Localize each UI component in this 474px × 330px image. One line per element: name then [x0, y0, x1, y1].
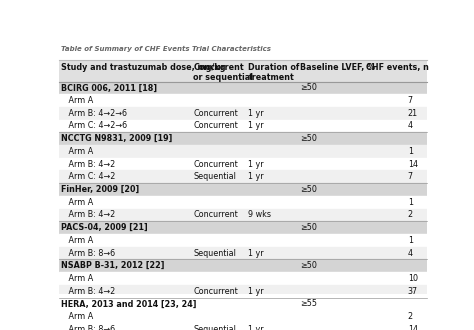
Text: 10: 10	[408, 274, 418, 283]
Text: 14: 14	[408, 325, 418, 330]
Text: 21: 21	[408, 109, 418, 118]
Bar	[59, 298, 427, 310]
Text: ≥50: ≥50	[300, 83, 317, 92]
Bar	[59, 259, 427, 272]
Bar	[59, 272, 427, 285]
Text: Arm A: Arm A	[61, 312, 93, 321]
Text: 1: 1	[408, 198, 413, 207]
Text: 9 wks: 9 wks	[248, 211, 272, 219]
Text: Study and trastuzumab dose, mg/kg: Study and trastuzumab dose, mg/kg	[61, 63, 226, 72]
Text: Arm B: 8→6: Arm B: 8→6	[61, 325, 115, 330]
Text: ≥50: ≥50	[300, 185, 317, 194]
Text: 1 yr: 1 yr	[248, 172, 264, 181]
Text: Concurrent: Concurrent	[193, 211, 238, 219]
Bar	[59, 310, 427, 323]
Bar	[59, 183, 427, 196]
Text: 1: 1	[408, 236, 413, 245]
Text: NCCTG N9831, 2009 [19]: NCCTG N9831, 2009 [19]	[61, 134, 173, 143]
Text: Arm A: Arm A	[61, 274, 93, 283]
Text: Sequential: Sequential	[193, 248, 236, 257]
Text: 1 yr: 1 yr	[248, 109, 264, 118]
Text: Duration of
treatment: Duration of treatment	[248, 63, 300, 82]
Text: 2: 2	[408, 211, 413, 219]
Text: 1: 1	[408, 147, 413, 156]
Text: 7: 7	[408, 172, 413, 181]
Text: Arm A: Arm A	[61, 198, 93, 207]
Text: PACS-04, 2009 [21]: PACS-04, 2009 [21]	[61, 223, 148, 232]
Bar	[59, 82, 427, 94]
Text: 2: 2	[408, 312, 413, 321]
Text: HERA, 2013 and 2014 [23, 24]: HERA, 2013 and 2014 [23, 24]	[61, 299, 197, 308]
Text: 1 yr: 1 yr	[248, 160, 264, 169]
Text: NSABP B-31, 2012 [22]: NSABP B-31, 2012 [22]	[61, 261, 164, 270]
Text: Concurrent: Concurrent	[193, 121, 238, 130]
Text: Arm A: Arm A	[61, 96, 93, 105]
Bar	[59, 94, 427, 107]
Bar	[59, 120, 427, 132]
Text: 4: 4	[408, 248, 413, 257]
Text: Arm B: 4→2→6: Arm B: 4→2→6	[61, 109, 127, 118]
Text: Sequential: Sequential	[193, 172, 236, 181]
Bar	[59, 61, 427, 82]
Bar	[59, 196, 427, 209]
Text: BCIRG 006, 2011 [18]: BCIRG 006, 2011 [18]	[61, 83, 157, 92]
Text: Baseline LVEF, %: Baseline LVEF, %	[300, 63, 375, 72]
Text: Arm C: 4→2→6: Arm C: 4→2→6	[61, 121, 127, 130]
Text: 14: 14	[408, 160, 418, 169]
Text: Concurrent: Concurrent	[193, 287, 238, 296]
Text: FinHer, 2009 [20]: FinHer, 2009 [20]	[61, 185, 139, 194]
Text: Arm C: 4→2: Arm C: 4→2	[61, 172, 116, 181]
Text: ≥50: ≥50	[300, 223, 317, 232]
Text: Arm A: Arm A	[61, 236, 93, 245]
Text: Arm A: Arm A	[61, 147, 93, 156]
Bar	[59, 285, 427, 298]
Bar	[59, 158, 427, 171]
Text: Arm B: 4→2: Arm B: 4→2	[61, 287, 115, 296]
Text: Concurrent
or sequential: Concurrent or sequential	[193, 63, 253, 82]
Text: Arm B: 4→2: Arm B: 4→2	[61, 160, 115, 169]
Bar	[59, 107, 427, 120]
Bar	[59, 171, 427, 183]
Bar	[59, 145, 427, 158]
Text: 1 yr: 1 yr	[248, 287, 264, 296]
Bar	[59, 323, 427, 330]
Text: Sequential: Sequential	[193, 325, 236, 330]
Text: 4: 4	[408, 121, 413, 130]
Bar	[59, 132, 427, 145]
Text: Concurrent: Concurrent	[193, 109, 238, 118]
Text: ≥50: ≥50	[300, 261, 317, 270]
Text: Arm B: 4→2: Arm B: 4→2	[61, 211, 115, 219]
Bar	[59, 221, 427, 234]
Text: 1 yr: 1 yr	[248, 248, 264, 257]
Text: ≥50: ≥50	[300, 134, 317, 143]
Text: CHF events, n: CHF events, n	[366, 63, 429, 72]
Text: Concurrent: Concurrent	[193, 160, 238, 169]
Bar	[59, 209, 427, 221]
Text: 1 yr: 1 yr	[248, 121, 264, 130]
Bar	[59, 247, 427, 259]
Text: ≥55: ≥55	[300, 299, 317, 308]
Text: Arm B: 8→6: Arm B: 8→6	[61, 248, 115, 257]
Text: 37: 37	[408, 287, 418, 296]
Bar	[59, 234, 427, 247]
Text: 7: 7	[408, 96, 413, 105]
Text: 1 yr: 1 yr	[248, 325, 264, 330]
Text: Table of Summary of CHF Events Trial Characteristics: Table of Summary of CHF Events Trial Cha…	[61, 46, 271, 52]
